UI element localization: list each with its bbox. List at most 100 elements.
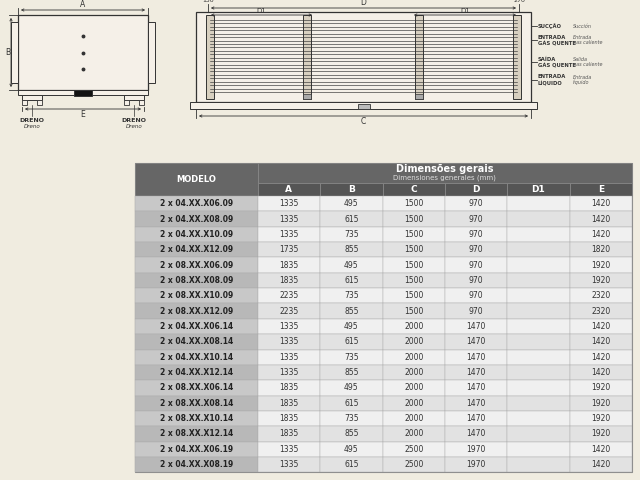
Text: 1335: 1335 (279, 353, 299, 362)
Text: 495: 495 (344, 384, 358, 392)
Bar (258, 334, 320, 349)
Text: 495: 495 (344, 322, 358, 331)
Bar (18, 90, 148, 95)
Bar (320, 196, 383, 211)
Bar (22, 100, 27, 105)
Bar (445, 457, 508, 472)
Bar (135, 442, 258, 457)
Text: 1970: 1970 (467, 460, 486, 469)
Text: 1420: 1420 (591, 460, 611, 469)
Bar (445, 396, 508, 411)
Text: 1500: 1500 (404, 261, 424, 270)
Text: 2 x 04.XX.X12.09: 2 x 04.XX.X12.09 (160, 245, 233, 254)
Bar (570, 227, 632, 242)
Bar (508, 349, 570, 365)
Text: 1970: 1970 (467, 445, 486, 454)
Bar (508, 273, 570, 288)
Bar (190, 102, 537, 109)
Text: 1335: 1335 (279, 215, 299, 224)
Text: 2000: 2000 (404, 337, 424, 347)
Text: Salida
gas caliente: Salida gas caliente (573, 57, 602, 67)
Text: 1920: 1920 (591, 399, 611, 408)
Text: 970: 970 (468, 215, 483, 224)
Text: 2320: 2320 (591, 291, 611, 300)
Bar (570, 411, 632, 426)
Bar (508, 380, 570, 396)
Text: 495: 495 (344, 199, 358, 208)
Text: A: A (285, 185, 292, 194)
Bar (383, 365, 445, 380)
Text: 495: 495 (344, 445, 358, 454)
Text: 1500: 1500 (404, 307, 424, 316)
Text: 970: 970 (468, 230, 483, 239)
Text: 1470: 1470 (467, 337, 486, 347)
Text: 2 x 04.XX.X08.14: 2 x 04.XX.X08.14 (160, 337, 233, 347)
Bar (570, 242, 632, 257)
Bar (258, 257, 320, 273)
Bar (508, 257, 570, 273)
Text: 1335: 1335 (279, 322, 299, 331)
Text: 1500: 1500 (404, 215, 424, 224)
Text: 1920: 1920 (591, 384, 611, 392)
Bar (258, 380, 320, 396)
Bar (570, 257, 632, 273)
Text: 1420: 1420 (591, 353, 611, 362)
Bar (135, 163, 632, 472)
Text: 270: 270 (513, 0, 525, 3)
Text: 495: 495 (344, 261, 358, 270)
Text: 2 x 08.XX.X06.14: 2 x 08.XX.X06.14 (160, 384, 233, 392)
Text: 2000: 2000 (404, 322, 424, 331)
Bar (445, 211, 508, 227)
Bar (383, 242, 445, 257)
Bar (383, 411, 445, 426)
Text: E: E (81, 110, 85, 119)
Bar (383, 426, 445, 442)
Text: 2 x 04.XX.X10.09: 2 x 04.XX.X10.09 (160, 230, 233, 239)
Bar (383, 319, 445, 334)
Bar (22, 95, 42, 100)
Text: 150: 150 (202, 0, 214, 3)
Bar (383, 396, 445, 411)
Bar (383, 334, 445, 349)
Bar (320, 380, 383, 396)
Bar (508, 227, 570, 242)
Text: 1500: 1500 (404, 245, 424, 254)
Bar (135, 257, 258, 273)
Text: 970: 970 (468, 291, 483, 300)
Bar (320, 457, 383, 472)
Bar (570, 457, 632, 472)
Text: 2000: 2000 (404, 353, 424, 362)
Bar (320, 365, 383, 380)
Text: 1420: 1420 (591, 199, 611, 208)
Text: 2000: 2000 (404, 368, 424, 377)
Text: 855: 855 (344, 368, 358, 377)
Text: 2000: 2000 (404, 384, 424, 392)
Bar (320, 242, 383, 257)
Bar (135, 211, 258, 227)
Bar (303, 94, 311, 99)
Text: C: C (361, 117, 366, 126)
Bar (320, 303, 383, 319)
Text: 1835: 1835 (279, 276, 299, 285)
Text: 1470: 1470 (467, 322, 486, 331)
Text: 1420: 1420 (591, 215, 611, 224)
Bar (508, 457, 570, 472)
Bar (135, 365, 258, 380)
Bar (445, 242, 508, 257)
Text: SAÍDA
GÁS QUENTE: SAÍDA GÁS QUENTE (538, 57, 576, 68)
Text: 2 x 04.XX.X06.14: 2 x 04.XX.X06.14 (160, 322, 233, 331)
Bar (258, 288, 320, 303)
Bar (383, 442, 445, 457)
Bar (258, 349, 320, 365)
Bar (383, 273, 445, 288)
Bar (135, 426, 258, 442)
Text: C: C (410, 185, 417, 194)
Text: D1: D1 (532, 185, 545, 194)
Bar (135, 242, 258, 257)
Text: Dreno: Dreno (125, 124, 142, 129)
Bar (570, 196, 632, 211)
Text: B: B (5, 48, 10, 57)
Text: B: B (348, 185, 355, 194)
Text: 2 x 04.XX.X08.19: 2 x 04.XX.X08.19 (160, 460, 233, 469)
Bar (320, 211, 383, 227)
